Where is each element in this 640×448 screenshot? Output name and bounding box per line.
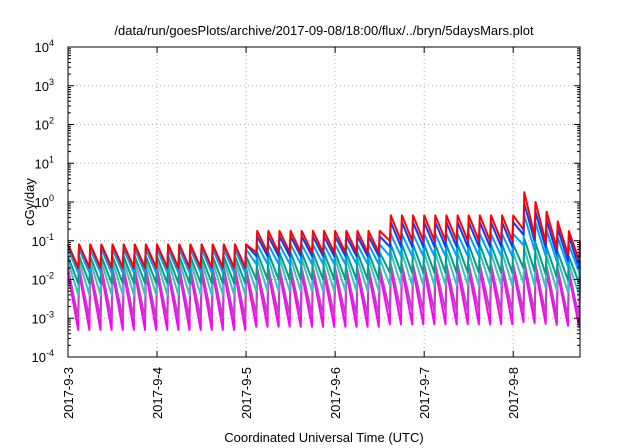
x-tick-label: 2017-9-5 [239,367,254,419]
series-group [67,191,581,331]
x-tick-label: 2017-9-8 [506,367,521,419]
x-tick-label: 2017-9-3 [61,367,76,419]
x-tick-label: 2017-9-6 [328,367,343,419]
y-axis-label: cGy/day [22,178,37,226]
series-line [67,191,581,269]
x-axis-label: Coordinated Universal Time (UTC) [224,430,423,445]
x-tick-label: 2017-9-4 [150,367,165,419]
x-tick-label: 2017-9-7 [417,367,432,419]
chart-title: /data/run/goesPlots/archive/2017-09-08/1… [114,23,534,38]
x-axis: 2017-9-3 2017-9-4 2017-9-5 2017-9-6 2017-9-7… [61,47,521,419]
